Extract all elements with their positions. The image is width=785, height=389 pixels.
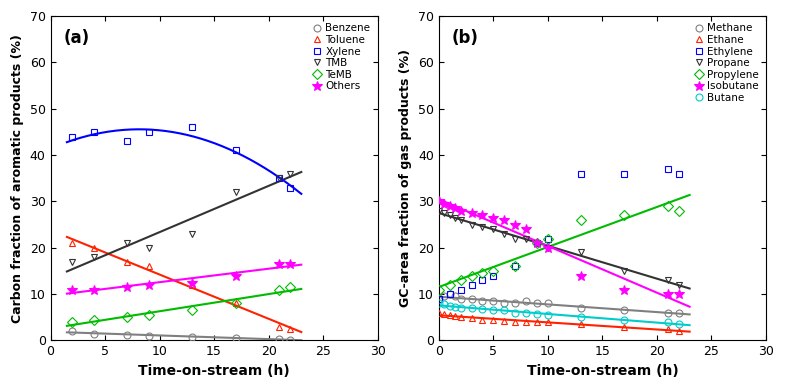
Legend: Methane, Ethane, Ethylene, Propane, Propylene, Isobutane, Butane: Methane, Ethane, Ethylene, Propane, Prop… bbox=[692, 21, 761, 105]
Text: (b): (b) bbox=[452, 29, 479, 47]
Y-axis label: GC-area fraction of gas products (%): GC-area fraction of gas products (%) bbox=[400, 49, 412, 307]
Text: (a): (a) bbox=[64, 29, 89, 47]
Legend: Benzene, Toluene, Xylene, TMB, TeMB, Others: Benzene, Toluene, Xylene, TMB, TeMB, Oth… bbox=[310, 21, 372, 93]
X-axis label: Time-on-stream (h): Time-on-stream (h) bbox=[138, 364, 290, 378]
X-axis label: Time-on-stream (h): Time-on-stream (h) bbox=[527, 364, 678, 378]
Y-axis label: Carbon fraction of aromatic products (%): Carbon fraction of aromatic products (%) bbox=[11, 34, 24, 323]
